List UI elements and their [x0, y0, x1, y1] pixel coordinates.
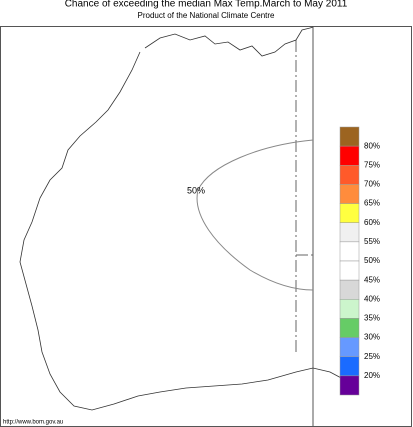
legend-label: 55%	[364, 237, 380, 246]
map-subtitle: Product of the National Climate Centre	[138, 11, 276, 20]
legend-swatch	[339, 356, 360, 377]
legend-label: 35%	[364, 314, 380, 323]
legend-label: 30%	[364, 333, 380, 342]
region-boundary	[295, 40, 313, 355]
legend-swatch	[339, 203, 360, 223]
legend-label: 40%	[364, 294, 380, 303]
legend-label: 20%	[364, 371, 380, 380]
contour-label: 50%	[187, 185, 205, 195]
legend-label: 60%	[364, 218, 380, 227]
legend-label: 80%	[364, 141, 380, 150]
legend-swatch	[339, 241, 360, 262]
legend-swatch	[339, 126, 360, 147]
legend-swatch	[339, 337, 360, 357]
legend-label: 25%	[364, 352, 380, 361]
legend-swatch	[339, 145, 360, 166]
legend-swatch	[339, 375, 360, 396]
legend-swatch	[339, 222, 360, 243]
legend-swatch	[339, 279, 360, 300]
map-title: Chance of exceeding the median Max Temp.…	[65, 0, 348, 10]
legend-swatch	[339, 165, 360, 185]
legend-label: 70%	[364, 180, 380, 189]
legend-label: 45%	[364, 275, 380, 284]
legend-swatch	[339, 260, 360, 281]
coastline	[19, 26, 346, 411]
contour-line	[196, 139, 314, 291]
legend-label: 75%	[364, 160, 380, 169]
footer-url: http://www.bom.gov.au	[3, 420, 63, 426]
legend-swatch	[339, 318, 360, 338]
legend-swatch	[339, 299, 360, 319]
legend-swatch	[339, 184, 360, 204]
legend-label: 50%	[364, 256, 380, 265]
legend: 80% 75% 70% 65% 60% 55% 50% 45% 40% 35% 30% 25% 20%	[339, 126, 380, 396]
legend-label: 65%	[364, 199, 380, 208]
